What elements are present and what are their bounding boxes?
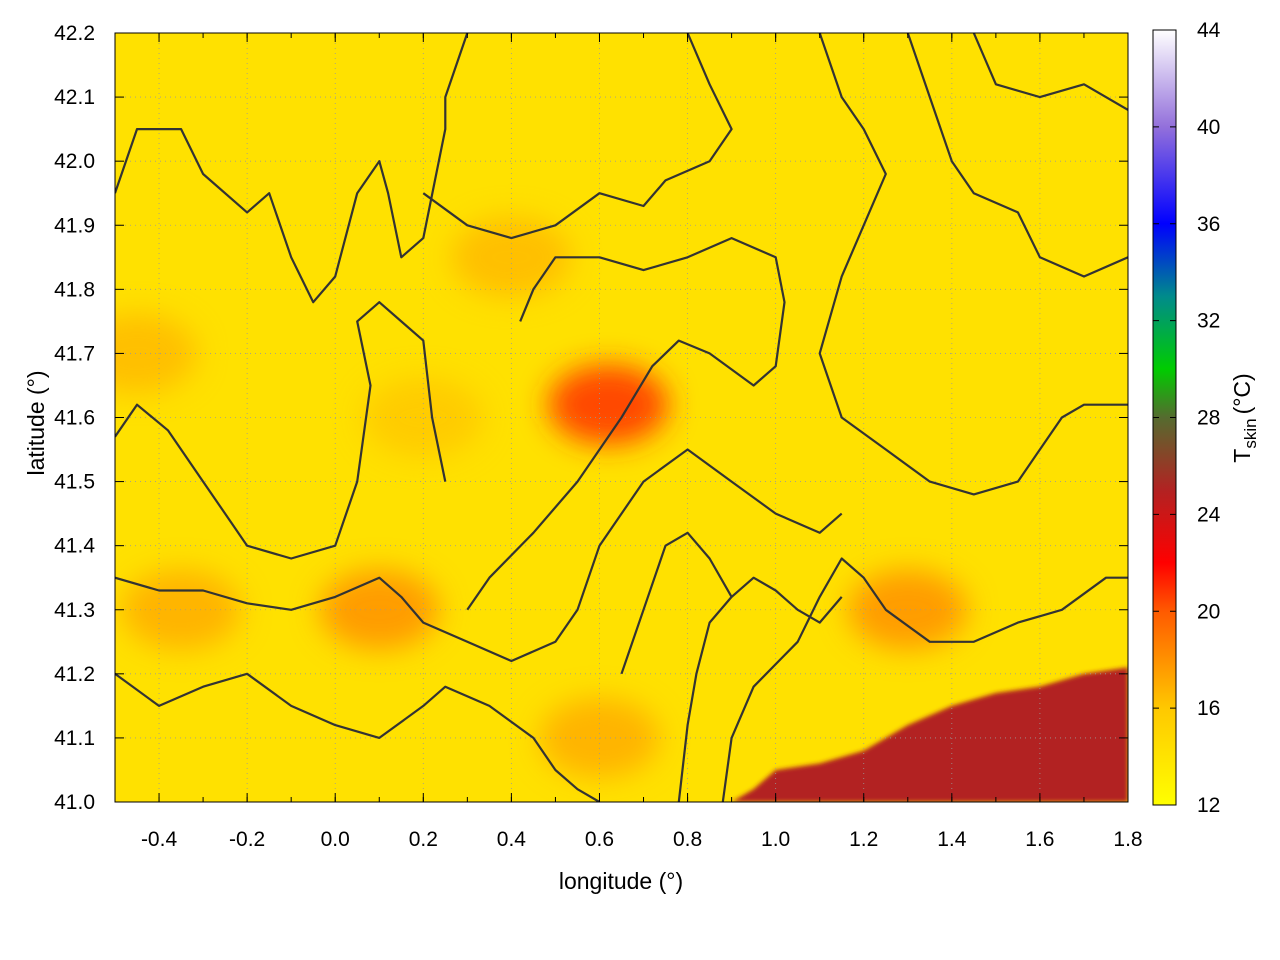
colorbar-label-unit: (°C) bbox=[1229, 373, 1255, 414]
colorbar-label: Tskin (°C) bbox=[1229, 373, 1260, 462]
warm-area bbox=[847, 569, 968, 650]
contour-lines bbox=[115, 33, 1128, 802]
colorbar-tick-label: 24 bbox=[1197, 503, 1221, 526]
colorbar-tick-label: 20 bbox=[1197, 600, 1220, 623]
y-tick-label: 41.8 bbox=[54, 278, 95, 301]
y-tick-label: 41.2 bbox=[54, 663, 95, 686]
colorbar-tick-label: 28 bbox=[1197, 407, 1220, 430]
contour-line bbox=[422, 33, 733, 240]
x-tick-label: -0.2 bbox=[229, 828, 265, 851]
sea-area bbox=[731, 667, 1128, 802]
colorbar-tick-label: 40 bbox=[1197, 116, 1220, 139]
colorbar-label-main: T bbox=[1229, 449, 1255, 463]
contour-line bbox=[466, 237, 786, 611]
warm-area bbox=[539, 697, 660, 778]
y-axis: 41.0 41.1 41.2 41.3 41.4 41.5 41.6 41.7 41.8 41.9… bbox=[54, 22, 1128, 814]
y-axis-label: latitude (°) bbox=[23, 370, 49, 475]
y-tick-label: 41.5 bbox=[54, 471, 95, 494]
y-tick-label: 41.1 bbox=[54, 727, 95, 750]
warm-area bbox=[451, 217, 572, 298]
colorbar-tick-label: 12 bbox=[1197, 794, 1220, 817]
x-tick-label: 1.8 bbox=[1113, 828, 1142, 851]
x-tick-label: 0.0 bbox=[321, 828, 350, 851]
contour-line bbox=[115, 301, 447, 560]
x-tick-label: 1.0 bbox=[761, 828, 790, 851]
x-tick-label: 1.2 bbox=[849, 828, 878, 851]
colorbar-label-subscript: skin bbox=[1241, 418, 1260, 448]
x-tick-label: 1.4 bbox=[937, 828, 967, 851]
colorbar-tick-label: 16 bbox=[1197, 697, 1220, 720]
x-tick-label: 0.8 bbox=[673, 828, 702, 851]
y-tick-label: 42.1 bbox=[54, 86, 95, 109]
contour-line bbox=[818, 33, 1128, 496]
y-tick-label: 41.3 bbox=[54, 599, 95, 622]
colorbar-tick-label: 32 bbox=[1197, 310, 1220, 333]
y-tick-label: 42.0 bbox=[54, 150, 95, 173]
y-tick-label: 41.7 bbox=[54, 342, 95, 365]
y-tick-label: 41.4 bbox=[54, 535, 95, 558]
colorbar: 12 16 20 24 28 32 36 40 44 Tskin (°C) bbox=[1152, 19, 1260, 817]
contour-line bbox=[906, 33, 1128, 278]
colorbar-tick-label: 44 bbox=[1197, 19, 1221, 42]
contour-line bbox=[115, 448, 843, 663]
x-tick-label: 0.2 bbox=[409, 828, 438, 851]
contour-line bbox=[115, 672, 601, 802]
warm-area bbox=[319, 569, 440, 650]
y-tick-label: 41.6 bbox=[54, 407, 95, 430]
heatmap-sea-area bbox=[731, 667, 1128, 802]
x-tick-label: -0.4 bbox=[141, 828, 178, 851]
warm-area bbox=[548, 364, 669, 445]
contour-line bbox=[115, 33, 469, 304]
colorbar-ticks: 12 16 20 24 28 32 36 40 44 bbox=[1153, 19, 1221, 817]
warm-area bbox=[115, 313, 198, 394]
y-tick-label: 42.2 bbox=[54, 22, 95, 45]
contour-line bbox=[677, 576, 843, 802]
x-axis-label: longitude (°) bbox=[559, 868, 683, 894]
x-tick-label: 0.6 bbox=[585, 828, 614, 851]
warm-area bbox=[121, 569, 242, 650]
x-axis: -0.4 -0.2 0.0 0.2 0.4 0.6 0.8 1.0 1.2 1.4 1.6 1.8 bbox=[114, 33, 1143, 851]
contour-line bbox=[620, 531, 733, 675]
contour-line bbox=[721, 557, 1128, 802]
x-tick-label: 1.6 bbox=[1025, 828, 1054, 851]
colorbar-tick-label: 36 bbox=[1197, 213, 1220, 236]
y-tick-label: 41.0 bbox=[54, 791, 95, 814]
y-tick-label: 41.9 bbox=[54, 214, 95, 237]
contour-line bbox=[972, 33, 1128, 111]
warm-area bbox=[363, 377, 484, 458]
x-tick-label: 0.4 bbox=[497, 828, 527, 851]
plot-area bbox=[115, 33, 1128, 802]
